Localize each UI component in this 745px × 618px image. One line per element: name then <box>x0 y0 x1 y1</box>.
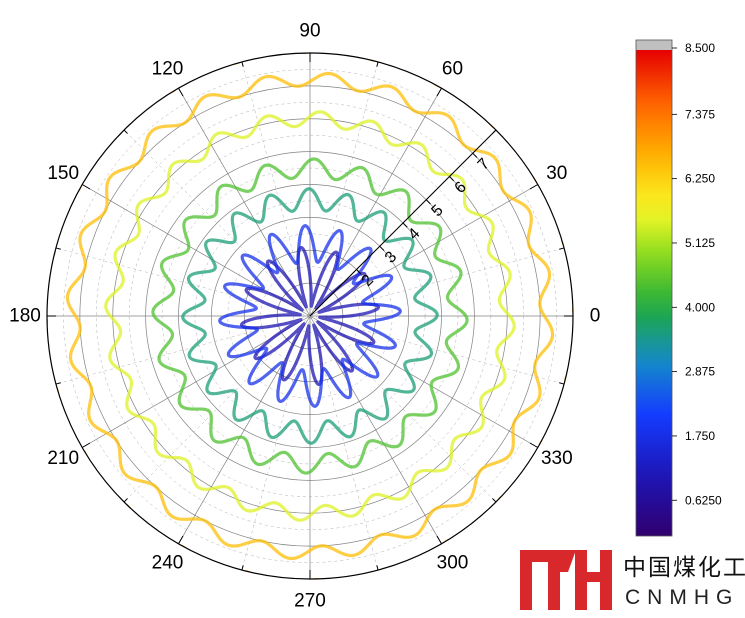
contour-line <box>181 187 439 445</box>
colorbar: 8.500 7.375 6.250 5.125 4.000 2.875 1.750 0.625… <box>635 39 722 537</box>
angular-tick-mark <box>241 565 244 571</box>
radial-tick-mark <box>449 176 455 182</box>
colorbar-ticks: 8.500 7.375 6.250 5.125 4.000 2.875 1.750 0.625… <box>672 41 722 507</box>
angular-tick-mark <box>529 442 539 448</box>
contour-line <box>218 224 402 408</box>
radial-tick-label: 2 <box>359 272 377 290</box>
colorbar-tick-label: 1.750 <box>685 429 715 443</box>
radial-tick-mark <box>356 269 362 275</box>
angle-tick-label: 30 <box>546 163 567 184</box>
angular-tick-mark <box>492 498 497 503</box>
angular-tick-mark <box>529 184 539 190</box>
angle-tick-label: 150 <box>47 163 79 184</box>
angular-tick-mark <box>559 382 565 385</box>
colorbar-tick-label: 0.6250 <box>685 493 722 507</box>
angle-tick-label: 210 <box>47 448 79 469</box>
polar-outer-ring <box>46 52 574 580</box>
angular-tick-mark <box>178 535 184 545</box>
contour-line <box>151 157 469 475</box>
angle-tick-label: 60 <box>442 59 463 80</box>
radial-tick-label: 6 <box>452 179 470 197</box>
angular-tick-mark <box>376 61 379 67</box>
angular-tick-mark <box>436 535 442 545</box>
angular-tick-mark <box>55 247 61 250</box>
angular-tick-mark <box>123 498 128 503</box>
angle-tick-label: 330 <box>541 448 573 469</box>
angular-tick-mark <box>81 442 91 448</box>
colorbar-tick-label: 2.875 <box>685 365 715 379</box>
angle-tick-labels: 0 30 60 90 120 150 180 210 240 270 300 330 <box>9 21 600 612</box>
angular-tick-mark <box>559 247 565 250</box>
angle-tick-label: 300 <box>437 552 469 573</box>
radial-tick-mark <box>379 245 385 251</box>
contour-line <box>65 71 555 561</box>
angle-tick-label: 0 <box>590 306 601 327</box>
angular-tick-mark <box>376 565 379 571</box>
angle-tick-label: 120 <box>152 59 184 80</box>
colorbar-tick-label: 8.500 <box>685 41 715 55</box>
angle-tick-label: 180 <box>9 306 41 327</box>
colorbar-tick-label: 7.375 <box>685 107 715 121</box>
angular-tick-mark <box>436 87 442 97</box>
contour-line <box>239 245 381 387</box>
radial-tick-mark <box>425 199 431 205</box>
angle-tick-label: 270 <box>294 591 326 612</box>
angular-tick-mark <box>241 61 244 67</box>
radial-tick-mark <box>402 222 408 228</box>
contour-line <box>104 110 516 522</box>
colorbar-tick-label: 4.000 <box>685 300 715 314</box>
logo-chinese-text: 中国煤化工 <box>623 555 745 581</box>
logo-mark <box>520 550 612 610</box>
colorbar-frame <box>635 39 673 537</box>
colorbar-tick-label: 5.125 <box>685 236 715 250</box>
angle-tick-label: 240 <box>152 552 184 573</box>
colorbar-tick-label: 6.250 <box>685 172 715 186</box>
angular-tick-mark <box>178 87 184 97</box>
colorbar-gradient <box>636 50 672 536</box>
logo-english-text: CNMHG <box>625 586 739 609</box>
radial-tick-label: 3 <box>382 248 400 266</box>
radial-tick-label: 7 <box>475 155 493 173</box>
colorbar-overflow <box>636 40 672 50</box>
angular-tick-mark <box>55 382 61 385</box>
radial-tick-mark <box>472 152 478 158</box>
angle-tick-label: 90 <box>299 21 320 42</box>
radial-tick-label: 5 <box>428 202 446 220</box>
radial-tick-label: 4 <box>405 225 423 243</box>
angular-tick-mark <box>81 184 91 190</box>
cnmhg-logo: 中国煤化工 CNMHG <box>520 550 745 610</box>
angular-tick-mark <box>123 129 128 134</box>
